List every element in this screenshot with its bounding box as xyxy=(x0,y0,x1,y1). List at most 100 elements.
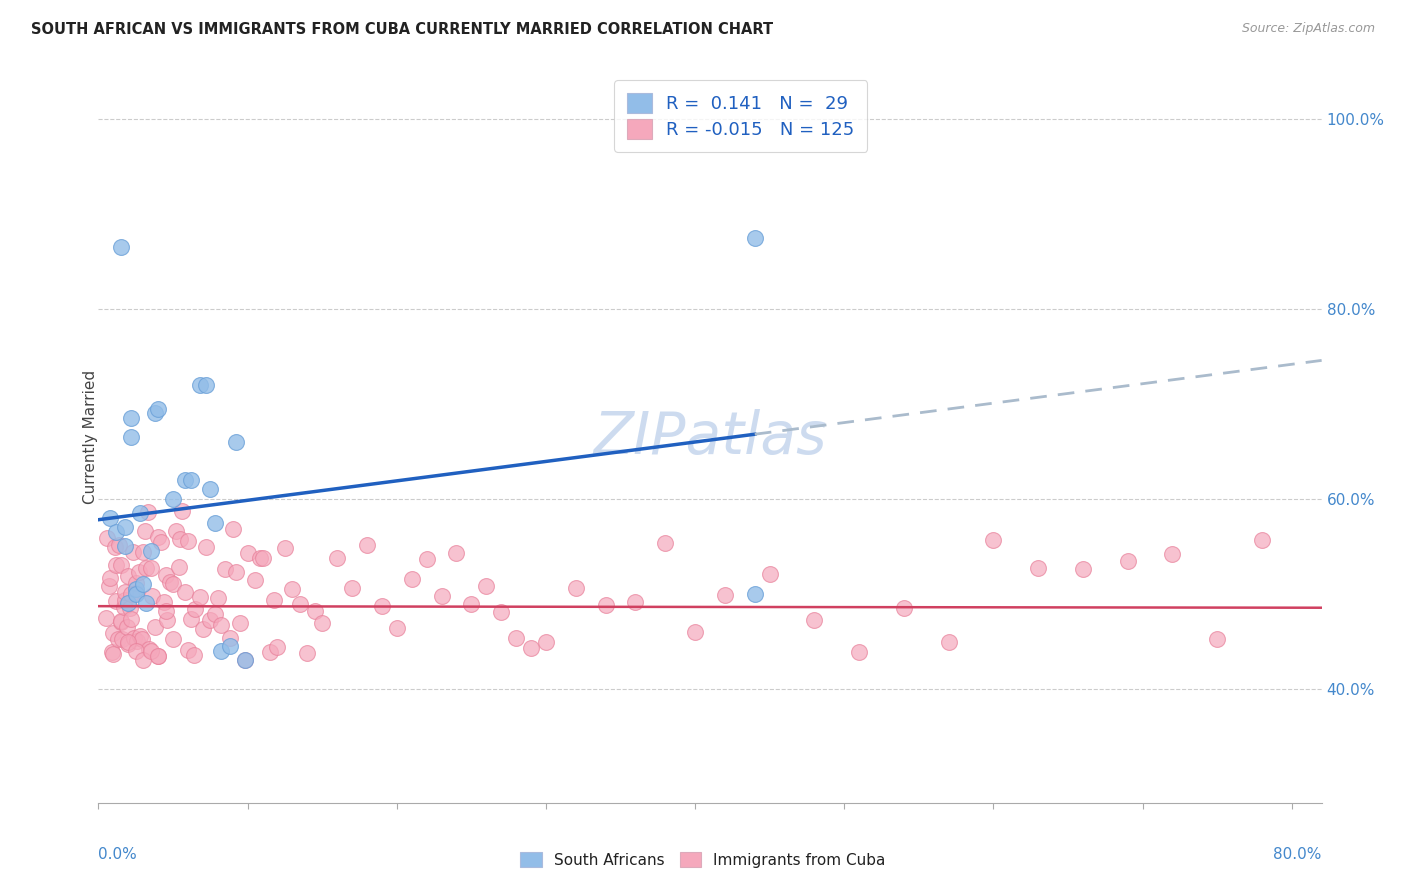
Point xyxy=(162,576,184,591)
Point xyxy=(207,591,229,606)
Point xyxy=(117,634,139,648)
Point xyxy=(744,230,766,244)
Point xyxy=(117,637,139,651)
Point xyxy=(326,551,349,566)
Point xyxy=(340,581,363,595)
Point xyxy=(243,573,266,587)
Point xyxy=(103,647,125,661)
Point xyxy=(135,596,157,610)
Point xyxy=(188,377,211,392)
Point xyxy=(114,520,136,534)
Point xyxy=(184,602,207,616)
Point xyxy=(143,620,166,634)
Point xyxy=(297,646,319,660)
Point xyxy=(1251,533,1274,547)
Point xyxy=(120,430,142,444)
Point xyxy=(139,561,162,575)
Point xyxy=(229,616,252,631)
Point xyxy=(155,604,177,618)
Point xyxy=(120,587,142,601)
Point xyxy=(180,473,202,487)
Point xyxy=(385,621,408,635)
Point xyxy=(146,649,169,664)
Point xyxy=(177,533,200,548)
Point xyxy=(153,595,176,609)
Point xyxy=(371,599,394,614)
Point xyxy=(155,568,177,582)
Point xyxy=(1161,548,1184,562)
Point xyxy=(105,558,128,573)
Point xyxy=(112,599,135,614)
Point xyxy=(125,586,148,600)
Point xyxy=(401,572,423,586)
Point xyxy=(233,653,256,667)
Point xyxy=(188,590,211,604)
Point xyxy=(938,635,960,649)
Point xyxy=(204,516,226,530)
Point xyxy=(266,640,288,654)
Point xyxy=(221,522,243,536)
Text: 80.0%: 80.0% xyxy=(1274,847,1322,862)
Point xyxy=(624,595,647,609)
Point xyxy=(105,524,128,539)
Point xyxy=(110,614,132,628)
Point xyxy=(132,653,155,667)
Point xyxy=(174,473,197,487)
Point xyxy=(848,644,870,658)
Point xyxy=(595,599,617,613)
Point xyxy=(143,406,166,420)
Point xyxy=(141,589,163,603)
Point xyxy=(110,240,132,254)
Point xyxy=(98,511,121,525)
Point xyxy=(225,566,247,580)
Point xyxy=(131,632,153,646)
Point xyxy=(534,635,557,649)
Point xyxy=(125,582,148,596)
Point xyxy=(132,577,155,591)
Point xyxy=(218,631,240,645)
Point xyxy=(183,648,205,662)
Point xyxy=(252,551,274,566)
Text: Source: ZipAtlas.com: Source: ZipAtlas.com xyxy=(1241,22,1375,36)
Point xyxy=(744,587,766,601)
Point xyxy=(236,546,259,560)
Point xyxy=(127,633,149,648)
Point xyxy=(714,588,737,602)
Point xyxy=(1206,632,1229,646)
Point xyxy=(139,644,162,658)
Point xyxy=(194,540,217,554)
Point xyxy=(489,605,512,619)
Point xyxy=(98,571,121,585)
Point xyxy=(96,531,118,545)
Point xyxy=(162,632,184,647)
Point xyxy=(249,551,271,566)
Point xyxy=(125,575,148,590)
Point xyxy=(446,546,468,560)
Point xyxy=(803,613,825,627)
Point xyxy=(139,544,162,558)
Point xyxy=(200,613,222,627)
Point xyxy=(111,632,134,647)
Point xyxy=(117,569,139,583)
Point xyxy=(174,585,197,599)
Point xyxy=(118,601,141,615)
Point xyxy=(983,533,1005,547)
Point xyxy=(165,524,187,538)
Point xyxy=(121,545,143,559)
Point xyxy=(683,624,706,639)
Point xyxy=(758,567,780,582)
Point xyxy=(167,560,190,574)
Point xyxy=(288,597,311,611)
Point xyxy=(204,607,226,621)
Point xyxy=(146,648,169,663)
Point xyxy=(200,483,222,497)
Point xyxy=(125,587,148,601)
Point xyxy=(138,642,160,657)
Point xyxy=(263,593,285,607)
Legend: R =  0.141   N =  29, R = -0.015   N = 125: R = 0.141 N = 29, R = -0.015 N = 125 xyxy=(614,80,868,152)
Point xyxy=(259,645,281,659)
Point xyxy=(104,541,127,555)
Text: ZIPatlas: ZIPatlas xyxy=(593,409,827,466)
Point xyxy=(430,590,453,604)
Point xyxy=(460,597,482,611)
